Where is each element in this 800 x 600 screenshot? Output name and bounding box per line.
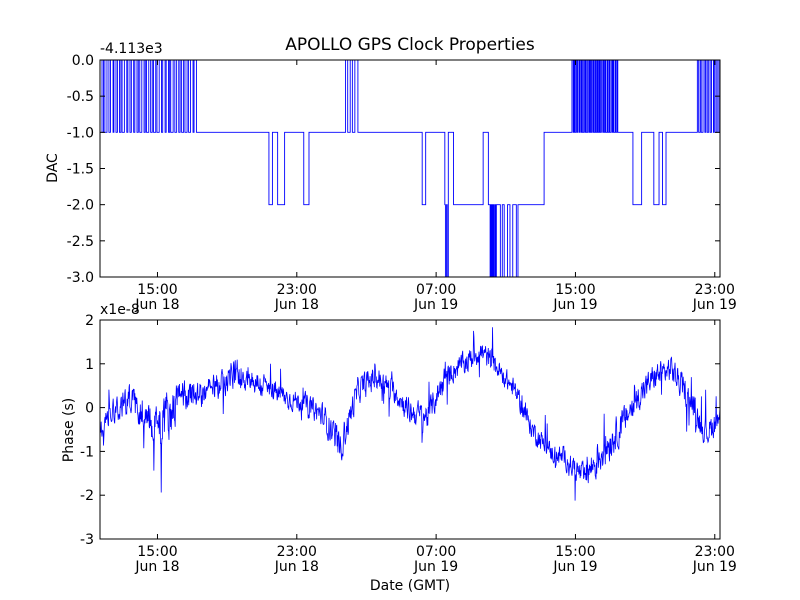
dac-y-tick-label: -1.0 bbox=[67, 125, 94, 141]
phase-axes-frame bbox=[99, 319, 721, 540]
dac-x-tick-date: Jun 18 bbox=[274, 297, 319, 313]
dac-x-tick-date: Jun 19 bbox=[692, 297, 737, 313]
phase-x-tick-date: Jun 19 bbox=[552, 559, 597, 575]
phase-y-axis-label: Phase (s) bbox=[61, 398, 77, 462]
phase-y-tick-label: -2 bbox=[80, 488, 94, 504]
phase-y-ticks: 2 1 0 -1 -2 -3 bbox=[80, 313, 720, 548]
phase-x-tick-time: 15:00 bbox=[555, 544, 595, 560]
dac-y-tick-label: -1.5 bbox=[67, 162, 94, 178]
dac-y-tick-label: -2.0 bbox=[67, 198, 94, 214]
dac-x-tick-time: 07:00 bbox=[416, 282, 456, 298]
phase-x-tick-time: 23:00 bbox=[277, 544, 317, 560]
dac-y-tick-label: -2.5 bbox=[67, 234, 94, 250]
phase-x-tick-date: Jun 18 bbox=[134, 559, 179, 575]
dac-y-tick-label: 0.0 bbox=[72, 53, 94, 69]
dac-y-tick-label: -3.0 bbox=[67, 270, 94, 286]
dac-offset-label: -4.113e3 bbox=[100, 41, 163, 57]
dac-x-tick-date: Jun 19 bbox=[413, 297, 458, 313]
phase-x-tick-date: Jun 19 bbox=[413, 559, 458, 575]
dac-x-tick-time: 23:00 bbox=[695, 282, 735, 298]
phase-offset-label: x1e-8 bbox=[100, 302, 140, 318]
dac-x-tick-time: 15:00 bbox=[555, 282, 595, 298]
dac-x-tick-time: 15:00 bbox=[137, 282, 177, 298]
phase-x-axis-label: Date (GMT) bbox=[370, 578, 450, 594]
phase-y-tick-label: 2 bbox=[85, 313, 94, 329]
phase-series-line bbox=[99, 327, 721, 501]
dac-x-tick-date: Jun 18 bbox=[134, 297, 179, 313]
phase-x-tick-date: Jun 18 bbox=[274, 559, 319, 575]
dac-x-tick-date: Jun 19 bbox=[552, 297, 597, 313]
phase-y-tick-label: 1 bbox=[85, 357, 94, 373]
phase-x-tick-date: Jun 19 bbox=[692, 559, 737, 575]
dac-y-axis-label: DAC bbox=[45, 153, 61, 183]
phase-x-tick-time: 07:00 bbox=[416, 544, 456, 560]
dac-y-ticks: 0.0 -0.5 -1.0 -1.5 -2.0 -2.5 -3.0 bbox=[67, 53, 720, 286]
phase-x-tick-time: 23:00 bbox=[695, 544, 735, 560]
phase-y-tick-label: -1 bbox=[80, 444, 94, 460]
phase-x-tick-time: 15:00 bbox=[137, 544, 177, 560]
phase-plot-area bbox=[99, 327, 721, 501]
dac-y-tick-label: -0.5 bbox=[67, 89, 94, 105]
phase-y-tick-label: -3 bbox=[80, 532, 94, 548]
chart-title: APOLLO GPS Clock Properties bbox=[285, 35, 535, 55]
dac-x-tick-time: 23:00 bbox=[277, 282, 317, 298]
phase-y-tick-label: 0 bbox=[85, 401, 94, 417]
